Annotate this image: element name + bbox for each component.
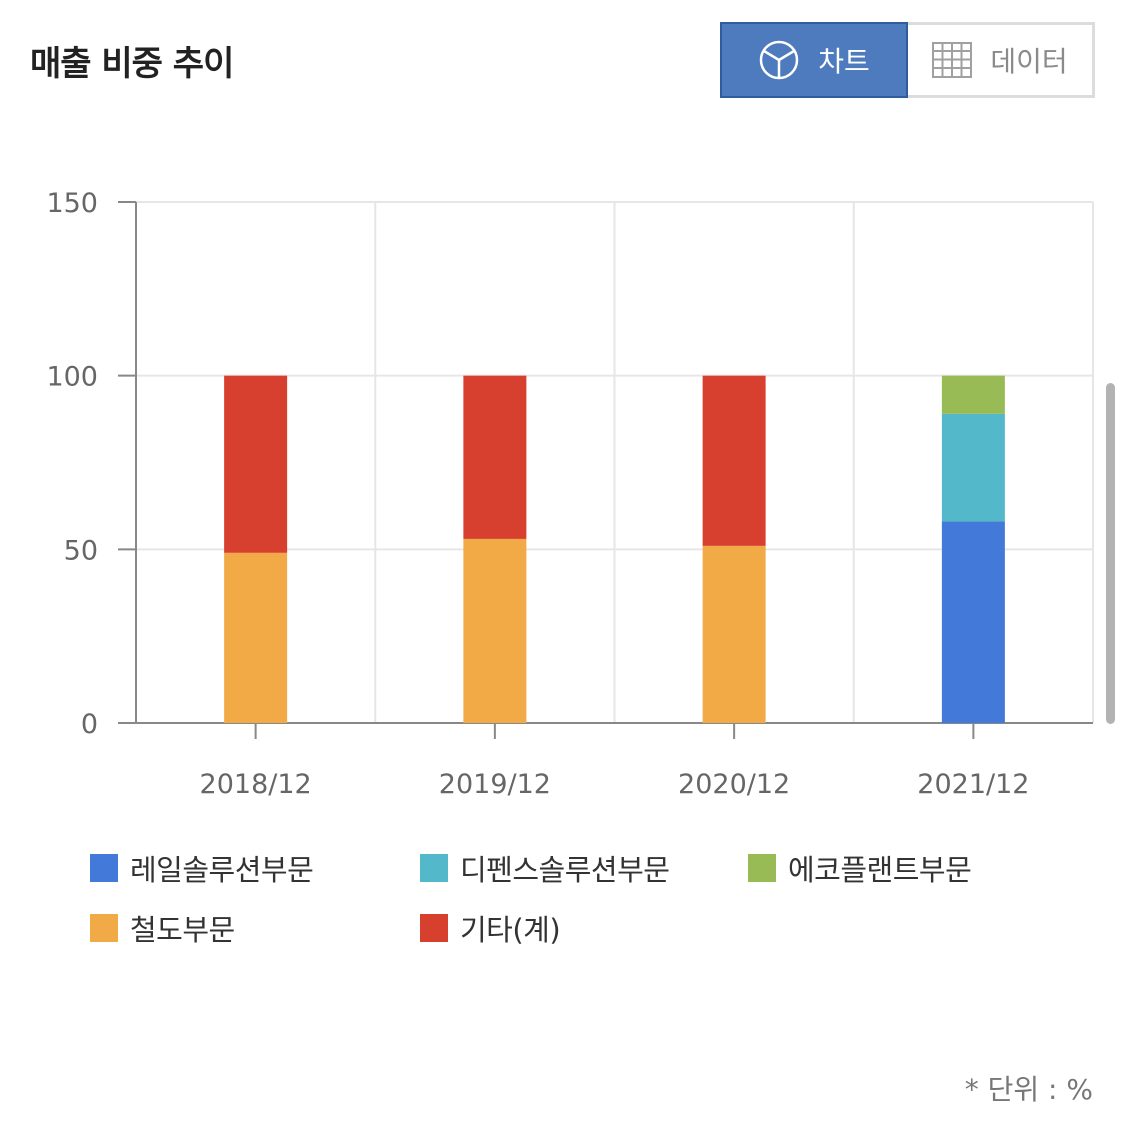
legend-item[interactable]: 철도부문 [90,908,420,948]
legend-label: 철도부문 [130,913,235,947]
bar-segment [702,545,766,723]
legend-item[interactable]: 레일솔루션부문 [90,848,420,888]
chart-view-label: 차트 [818,45,870,78]
x-tick-label: 2020/12 [678,769,790,800]
legend-item[interactable]: 디펜스솔루션부문 [420,848,748,888]
table-grid-icon [932,42,973,78]
vertical-scrollbar[interactable] [1106,383,1115,724]
pie-chart-icon [758,39,800,81]
x-tick-label: 2018/12 [200,769,312,800]
y-tick-label: 50 [64,535,98,566]
unit-note: * 단위 : % [964,1073,1093,1106]
y-tick-label: 100 [46,362,98,393]
bar-segment [224,552,288,723]
bar-segment [224,375,288,553]
legend-swatch [420,914,448,942]
legend-swatch [420,854,448,882]
bar-segment [463,538,527,723]
legend-label: 에코플랜트부문 [788,853,972,887]
legend-label: 디펜스솔루션부문 [460,853,670,887]
data-view-button[interactable]: 데이터 [908,22,1095,98]
legend-swatch [90,914,118,942]
x-tick-label: 2021/12 [917,769,1029,800]
data-view-label: 데이터 [990,45,1068,78]
view-toggle: 차트 데이터 [720,22,1095,98]
legend-label: 레일솔루션부문 [130,853,314,887]
legend-swatch [748,854,776,882]
page-title: 매출 비중 추이 [30,44,234,84]
bar-segment [941,413,1005,522]
bar-segment [941,375,1005,414]
bar-segment [702,375,766,546]
chart-view-button[interactable]: 차트 [720,22,908,98]
bar-segment [463,375,527,539]
legend-label: 기타(계) [460,913,561,947]
legend-item[interactable]: 기타(계) [420,908,748,948]
stacked-bar-chart: 0 50 100 150 2018/12 2019/12 2020/12 2021/12 [46,188,1094,800]
y-tick-label: 0 [81,709,98,740]
bar-segment [941,521,1005,723]
legend-swatch [90,854,118,882]
x-tick-label: 2019/12 [439,769,551,800]
legend-item[interactable]: 에코플랜트부문 [748,848,1048,888]
y-tick-label: 150 [46,188,98,219]
